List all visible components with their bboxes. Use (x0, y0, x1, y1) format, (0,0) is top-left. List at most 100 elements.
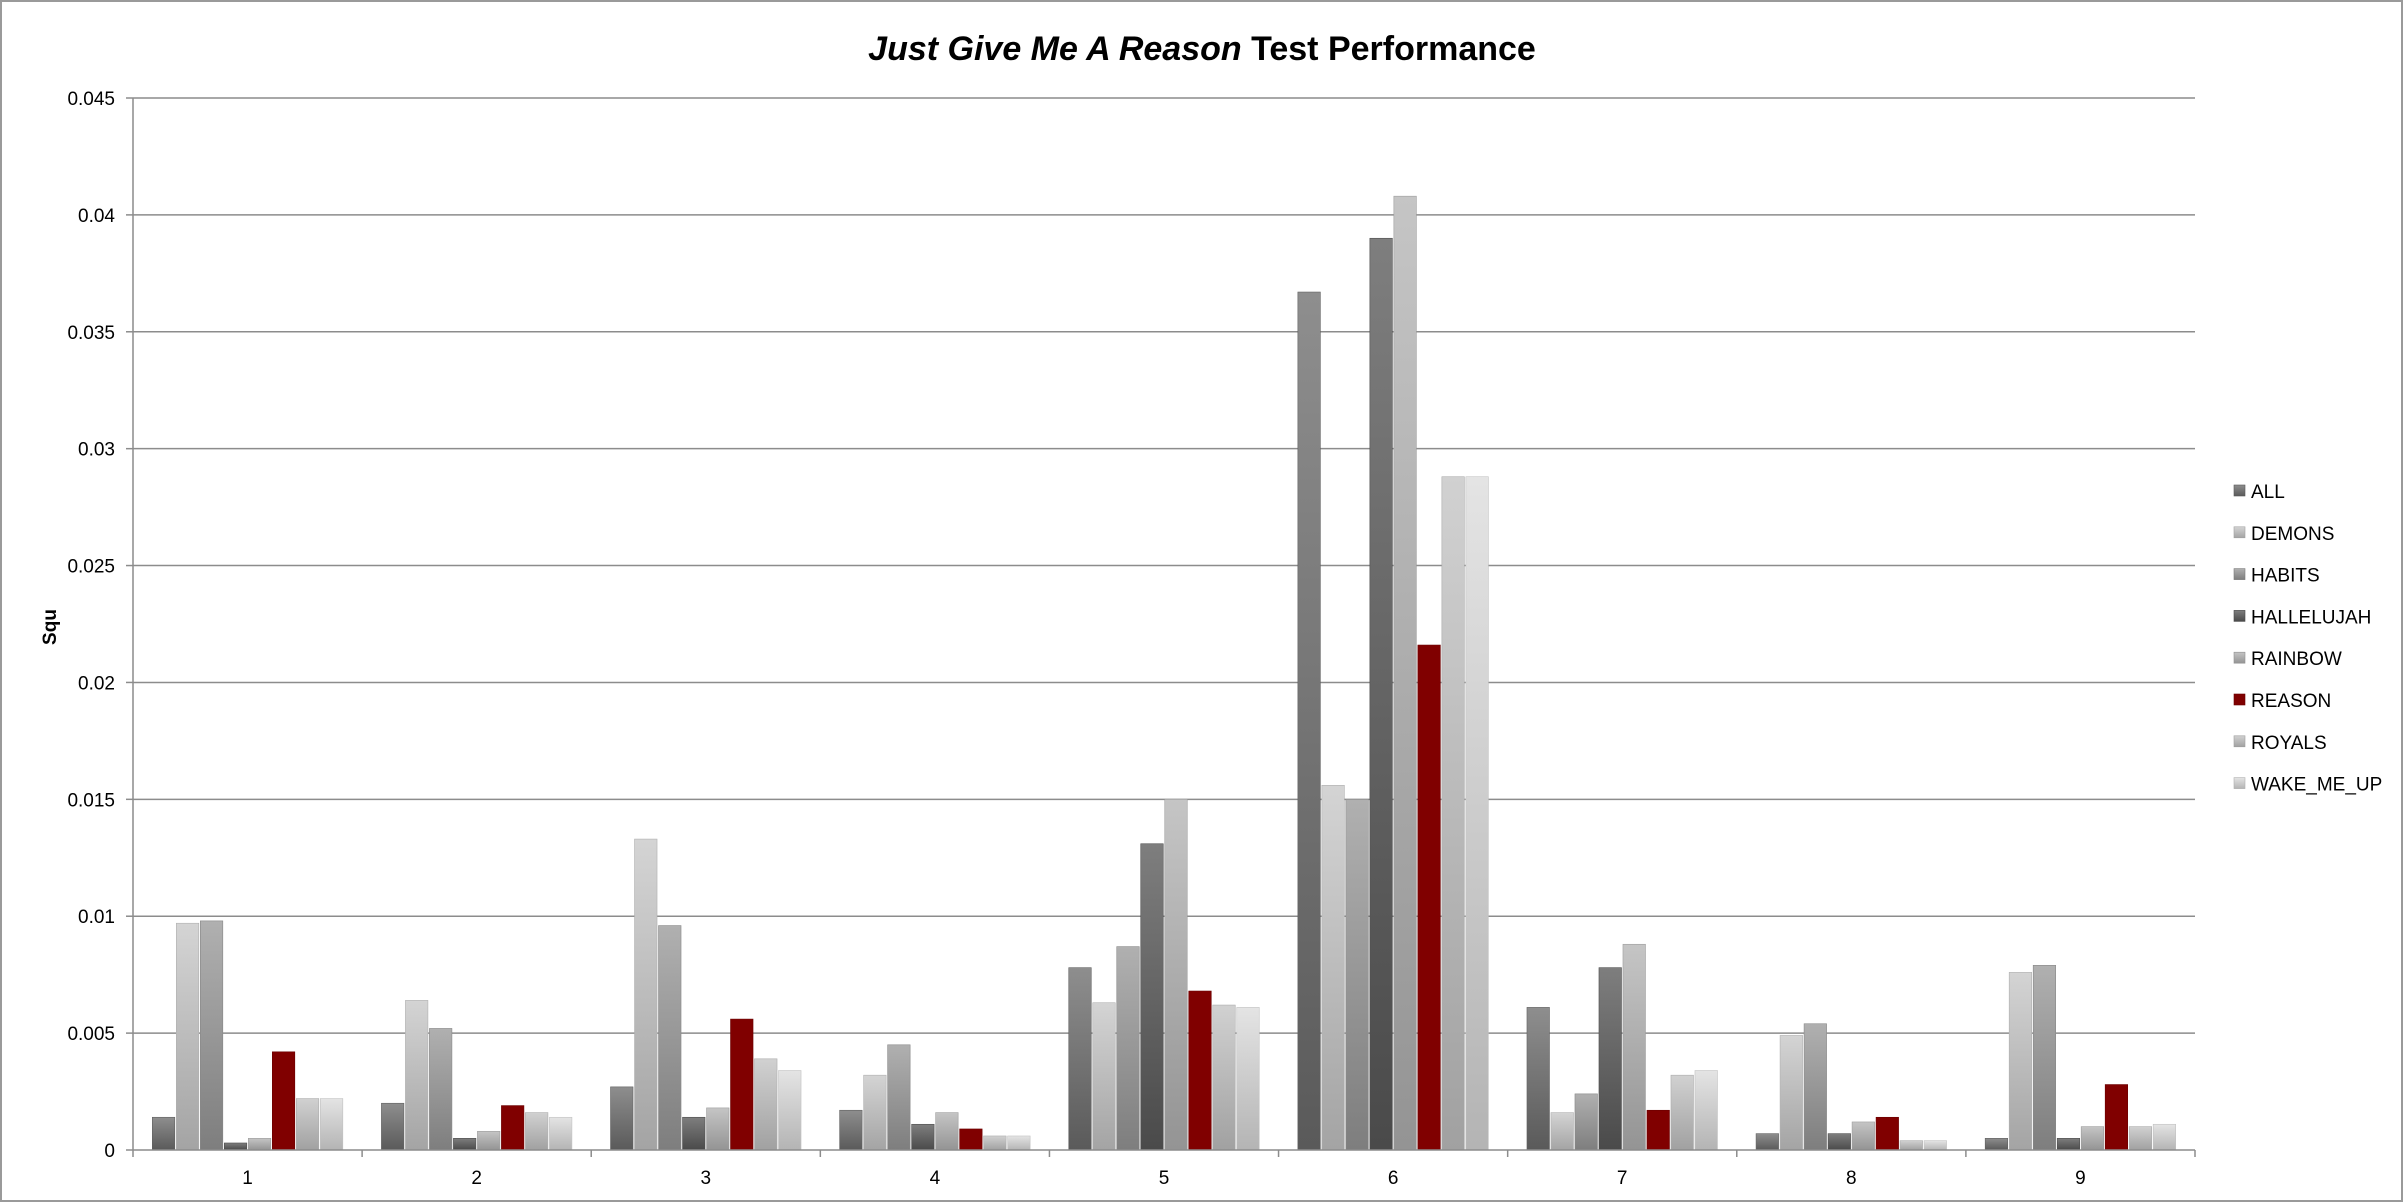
legend-swatch-habits (2233, 568, 2246, 580)
legend-swatch-reason (2233, 693, 2246, 706)
bar-reason-4 (959, 1128, 983, 1151)
x-tick-label: 6 (1388, 1168, 1399, 1189)
bar-wake-me-up-7 (1694, 1070, 1718, 1151)
legend-swatch-wake-me-up (2233, 777, 2246, 789)
axes: 0 0.005 0.01 0.015 0.02 0.025 0.03 0.035 0.04 0.0… (67, 89, 2196, 1189)
legend-label-habits: HABITS (2251, 566, 2320, 587)
bar-hallelujah-7 (1598, 967, 1622, 1151)
bar-hallelujah-1 (224, 1142, 248, 1151)
chart-title-italic: Just Give Me A Reason (868, 30, 1242, 68)
bar-royals-2 (525, 1112, 549, 1151)
chart-title: Just Give Me A Reason Test Performance (868, 30, 1536, 68)
bar-hallelujah-4 (911, 1123, 935, 1151)
bar-rainbow-3 (706, 1107, 730, 1151)
legend-label-royals: ROYALS (2251, 733, 2327, 754)
bar-habits-6 (1345, 799, 1369, 1151)
bar-reason-6 (1417, 644, 1441, 1151)
bar-demons-3 (634, 838, 658, 1151)
x-tick-label: 8 (1846, 1168, 1857, 1189)
bar-royals-3 (754, 1058, 778, 1151)
bar-royals-7 (1670, 1074, 1694, 1151)
bar-all-5 (1068, 967, 1092, 1151)
bar-rainbow-4 (935, 1112, 959, 1151)
bar-demons-6 (1321, 785, 1345, 1151)
y-tick-label: 0.035 (67, 323, 115, 344)
legend-label-hallelujah: HALLELUJAH (2251, 607, 2371, 628)
x-tick-label: 5 (1159, 1168, 1170, 1189)
bar-all-6 (1297, 291, 1321, 1151)
bar-reason-1 (272, 1051, 296, 1151)
gridlines (133, 97, 2195, 1034)
bar-demons-8 (1779, 1035, 1803, 1151)
y-tick-label: 0.04 (78, 206, 115, 227)
x-tick-label: 2 (471, 1168, 482, 1189)
bar-wake-me-up-2 (549, 1116, 573, 1151)
y-tick-label: 0.03 (78, 440, 115, 461)
bar-rainbow-1 (248, 1138, 272, 1151)
legend-swatch-hallelujah (2233, 610, 2246, 622)
bar-demons-9 (2008, 972, 2032, 1151)
bar-royals-5 (1212, 1004, 1236, 1151)
legend-swatch-rainbow (2233, 651, 2246, 664)
bar-royals-4 (983, 1135, 1007, 1151)
bar-all-1 (152, 1116, 176, 1151)
bar-demons-2 (405, 1000, 429, 1151)
bar-habits-9 (2032, 965, 2056, 1151)
y-tick-label: 0.025 (67, 557, 115, 578)
bar-wake-me-up-8 (1923, 1140, 1947, 1151)
bar-royals-9 (2128, 1126, 2152, 1151)
bar-rainbow-2 (477, 1130, 501, 1151)
bar-rainbow-7 (1622, 943, 1646, 1151)
bar-royals-6 (1441, 476, 1465, 1151)
y-axis-title: Squ (40, 609, 61, 645)
bar-reason-2 (501, 1105, 525, 1151)
legend-label-rainbow: RAINBOW (2251, 649, 2342, 670)
bar-all-7 (1526, 1007, 1550, 1151)
bar-all-9 (1984, 1138, 2008, 1151)
bar-rainbow-9 (2080, 1126, 2104, 1151)
bar-all-8 (1755, 1133, 1779, 1151)
chart-title-rest: Test Performance (1242, 30, 1536, 68)
bar-habits-5 (1116, 946, 1140, 1151)
bar-hallelujah-6 (1369, 237, 1393, 1151)
bar-demons-5 (1092, 1002, 1116, 1151)
bar-demons-4 (863, 1074, 887, 1151)
bar-royals-1 (296, 1098, 320, 1151)
bar-hallelujah-3 (682, 1116, 706, 1151)
legend: ALL DEMONS HABITS HALLELUJAH RAINBOW REASON RO… (2233, 482, 2382, 796)
bar-habits-3 (658, 925, 682, 1151)
bar-wake-me-up-9 (2152, 1123, 2176, 1151)
x-tick-label: 9 (2075, 1168, 2086, 1189)
bar-rainbow-8 (1851, 1121, 1875, 1151)
bar-all-2 (381, 1102, 405, 1151)
bars (152, 195, 2176, 1151)
bar-wake-me-up-5 (1236, 1007, 1260, 1151)
legend-label-wake-me-up: WAKE_ME_UP (2251, 775, 2382, 796)
bar-hallelujah-2 (453, 1138, 477, 1151)
bar-demons-7 (1550, 1112, 1574, 1151)
bar-wake-me-up-4 (1007, 1135, 1031, 1151)
bar-royals-8 (1899, 1140, 1923, 1151)
bar-habits-8 (1803, 1023, 1827, 1151)
x-tick-label: 4 (930, 1168, 941, 1189)
bar-reason-5 (1188, 990, 1212, 1151)
legend-swatch-all (2233, 484, 2246, 497)
bar-all-3 (610, 1086, 634, 1151)
y-tick-label: 0.01 (78, 907, 115, 928)
bar-reason-8 (1875, 1116, 1899, 1151)
y-tick-label: 0.005 (67, 1024, 115, 1045)
legend-label-reason: REASON (2251, 691, 2331, 712)
bar-habits-7 (1574, 1093, 1598, 1151)
bar-wake-me-up-6 (1465, 476, 1489, 1151)
legend-swatch-demons (2233, 526, 2246, 539)
x-tick-label: 7 (1617, 1168, 1628, 1189)
bar-habits-2 (429, 1028, 453, 1151)
bar-habits-4 (887, 1044, 911, 1151)
bar-reason-7 (1646, 1109, 1670, 1151)
legend-swatch-royals (2233, 735, 2246, 748)
y-tick-label: 0 (104, 1141, 115, 1162)
bar-hallelujah-9 (2056, 1138, 2080, 1151)
bar-reason-3 (730, 1018, 754, 1151)
